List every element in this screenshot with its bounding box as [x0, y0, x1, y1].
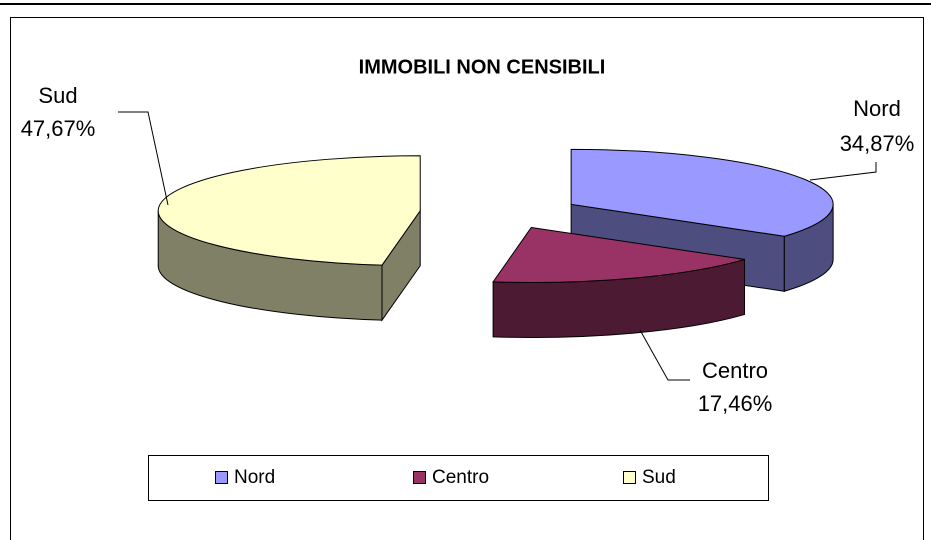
- data-label-name: Nord: [853, 96, 901, 121]
- slice: [570, 148, 834, 237]
- data-label-value: 17,46%: [698, 391, 773, 416]
- legend-label: Sud: [642, 467, 676, 488]
- slice: [492, 226, 745, 283]
- slice: [157, 155, 421, 266]
- data-label-name: Centro: [702, 358, 768, 383]
- slice: [492, 226, 746, 338]
- legend-swatch: [623, 471, 636, 484]
- slice: [157, 155, 421, 322]
- legend-swatch: [413, 471, 426, 484]
- leader-line: [639, 329, 690, 381]
- leader-line: [118, 111, 169, 206]
- legend-box: [148, 455, 769, 501]
- leader-line: [809, 162, 877, 181]
- data-label-name: Sud: [38, 83, 77, 108]
- data-label-value: 47,67%: [21, 116, 96, 141]
- data-label-value: 34,87%: [840, 131, 915, 156]
- legend-swatch: [215, 471, 228, 484]
- legend-label: Centro: [432, 467, 489, 488]
- legend-label: Nord: [234, 467, 275, 488]
- chart-title: IMMOBILI NON CENSIBILI: [359, 56, 606, 78]
